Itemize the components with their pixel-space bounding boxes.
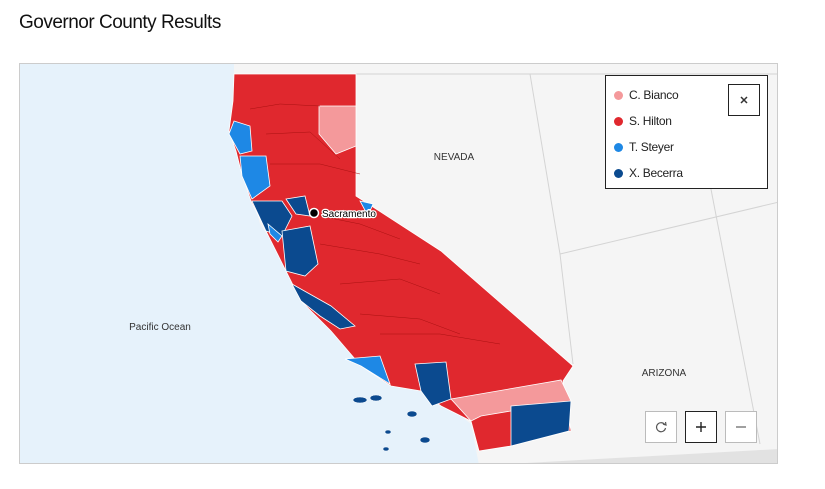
minus-icon [736, 426, 746, 428]
ocean-label: Pacific Ocean [129, 322, 191, 333]
close-button[interactable] [728, 84, 760, 116]
state-label: ARIZONA [642, 368, 687, 379]
close-icon [740, 96, 748, 104]
legend-item: S. Hilton [614, 114, 672, 128]
legend-swatch [614, 168, 623, 178]
islands [352, 394, 431, 452]
california [228, 73, 574, 452]
city-marker [308, 207, 320, 219]
state-label: NEVADA [434, 152, 475, 163]
legend-swatch [614, 116, 623, 126]
mexico [526, 449, 777, 463]
zoom-out-button[interactable] [725, 411, 757, 443]
plus-icon [696, 422, 706, 432]
legend-swatch [614, 142, 623, 152]
zoom-in-button[interactable] [685, 411, 717, 443]
page-title: Governor County Results [19, 12, 221, 33]
legend-label: X. Becerra [629, 166, 683, 180]
legend-label: T. Steyer [629, 140, 674, 154]
city-label: Sacramento [322, 209, 376, 220]
legend: C. Bianco S. Hilton T. Steyer X. Becerra [605, 75, 768, 189]
legend-label: C. Bianco [629, 88, 679, 102]
legend-label: S. Hilton [629, 114, 672, 128]
state-borders [356, 73, 777, 445]
legend-item: X. Becerra [614, 166, 683, 180]
reset-button[interactable] [645, 411, 677, 443]
reset-icon [655, 421, 667, 433]
legend-swatch [614, 90, 623, 100]
legend-item: T. Steyer [614, 140, 674, 154]
legend-item: C. Bianco [614, 88, 679, 102]
map: Sacramento NEVADA ARIZONA Pacific Ocean … [19, 63, 778, 464]
